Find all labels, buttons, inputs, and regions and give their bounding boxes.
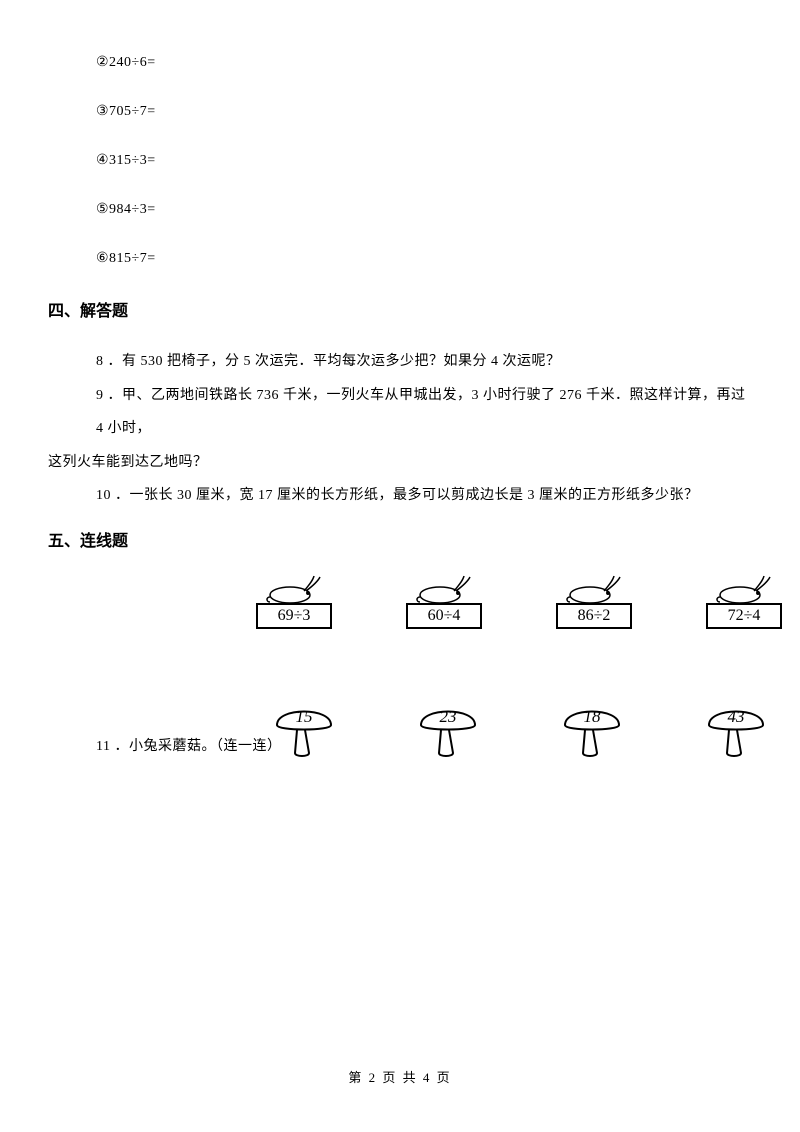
mushroom-3-num: 18 [561,707,623,727]
page-footer: 第 2 页 共 4 页 [0,1067,800,1086]
mushroom-4-num: 43 [705,707,767,727]
section-4-heading: 四、解答题 [48,297,752,321]
question-9: 9 ．甲、乙两地间铁路长 736 千米，一列火车从甲城出发，3 小时行驶了 27… [48,379,752,480]
mushroom-1-num: 15 [273,707,335,727]
rabbit-4: 72÷4 [703,575,785,629]
matching-figure: 69÷3 60÷4 [48,575,752,785]
question-9-line1: 9 ．甲、乙两地间铁路长 736 千米，一列火车从甲城出发，3 小时行驶了 27… [48,379,752,446]
mushrooms-row: 15 23 18 [273,697,765,764]
calc-item-6: ⑥815÷7= [48,248,752,269]
mushroom-3: 18 [561,697,621,764]
mushroom-2: 23 [417,697,477,764]
question-9-line2: 这列火车能到达乙地吗？ [48,446,752,480]
rabbits-row: 69÷3 60÷4 [253,575,785,629]
mushroom-4: 43 [705,697,765,764]
rabbit-3-expr: 86÷2 [556,603,632,629]
calc-item-5: ⑤984÷3= [48,199,752,220]
question-10: 10 ．一张长 30 厘米，宽 17 厘米的长方形纸，最多可以剪成边长是 3 厘… [48,479,752,513]
calc-item-4: ④315÷3= [48,150,752,171]
rabbit-icon [564,575,624,605]
rabbit-2-expr: 60÷4 [406,603,482,629]
calc-item-2: ②240÷6= [48,52,752,73]
rabbit-icon [714,575,774,605]
rabbit-1: 69÷3 [253,575,335,629]
mushroom-2-num: 23 [417,707,479,727]
calc-item-3: ③705÷7= [48,101,752,122]
rabbit-3: 86÷2 [553,575,635,629]
rabbit-4-expr: 72÷4 [706,603,782,629]
section-5-heading: 五、连线题 [48,527,752,551]
question-8: 8 ．有 530 把椅子，分 5 次运完．平均每次运多少把？如果分 4 次运呢？ [48,345,752,379]
rabbit-2: 60÷4 [403,575,485,629]
question-11-label: 11 ．小兔采蘑菇。（连一连） [96,735,281,755]
rabbit-icon [414,575,474,605]
mushroom-1: 15 [273,697,333,764]
rabbit-icon [264,575,324,605]
rabbit-1-expr: 69÷3 [256,603,332,629]
